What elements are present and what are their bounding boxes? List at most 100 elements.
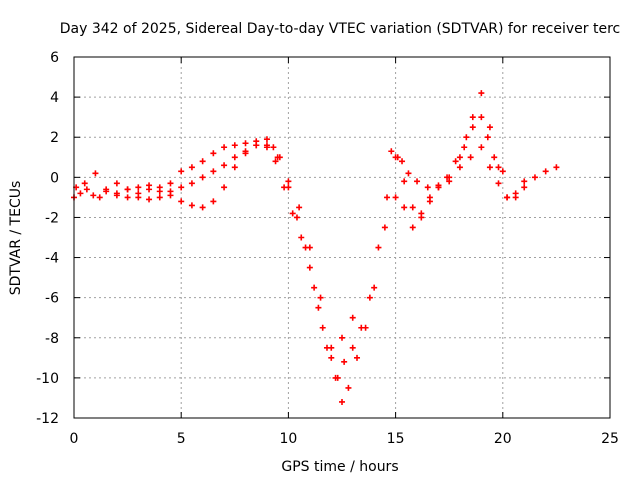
series-track-b xyxy=(73,90,528,405)
data-point xyxy=(156,194,163,201)
data-point xyxy=(92,170,99,177)
data-point xyxy=(424,184,431,191)
data-point xyxy=(521,178,528,185)
y-tick-label: -10 xyxy=(36,371,59,387)
data-point xyxy=(311,284,318,291)
data-point xyxy=(81,180,88,187)
data-point xyxy=(401,204,408,211)
data-point xyxy=(512,194,519,201)
data-point xyxy=(452,158,459,165)
data-point xyxy=(394,154,401,161)
data-point xyxy=(242,148,249,155)
data-point xyxy=(521,184,528,191)
data-point xyxy=(486,124,493,131)
data-point xyxy=(188,180,195,187)
data-point xyxy=(504,194,511,201)
data-point xyxy=(124,194,131,201)
data-point xyxy=(210,150,217,157)
data-point xyxy=(146,196,153,203)
data-point xyxy=(263,136,270,143)
x-axis-label: GPS time / hours xyxy=(281,459,398,475)
data-point xyxy=(270,144,277,151)
plot-frame xyxy=(73,56,611,419)
data-point xyxy=(199,158,206,165)
data-point xyxy=(289,210,296,217)
data-point xyxy=(83,186,90,193)
data-point xyxy=(469,114,476,121)
y-tick-label: -2 xyxy=(45,210,59,226)
data-point xyxy=(354,354,361,361)
data-point xyxy=(296,204,303,211)
data-point xyxy=(371,284,378,291)
y-tick-label: 2 xyxy=(50,130,59,146)
chart-title: Day 342 of 2025, Sidereal Day-to-day VTE… xyxy=(60,21,620,37)
data-point xyxy=(414,178,421,185)
data-point xyxy=(384,194,391,201)
data-point xyxy=(199,204,206,211)
data-point xyxy=(499,168,506,175)
data-point xyxy=(178,168,185,175)
data-point xyxy=(456,154,463,161)
data-point xyxy=(392,194,399,201)
data-point xyxy=(491,154,498,161)
data-point xyxy=(77,190,84,197)
data-point xyxy=(135,194,142,201)
data-point xyxy=(542,168,549,175)
data-point xyxy=(349,314,356,321)
data-point xyxy=(495,180,502,187)
data-point xyxy=(124,186,131,193)
x-tick-label: 15 xyxy=(387,431,405,447)
data-point xyxy=(231,154,238,161)
data-point xyxy=(221,144,228,151)
x-tick-labels: 0 5 10 15 20 25 xyxy=(70,431,619,447)
data-point xyxy=(178,198,185,205)
data-point xyxy=(188,202,195,209)
data-series xyxy=(71,90,560,405)
data-point xyxy=(328,344,335,351)
data-point xyxy=(388,148,395,155)
x-tick-label: 5 xyxy=(177,431,186,447)
data-point xyxy=(366,294,373,301)
data-point xyxy=(469,124,476,131)
y-tick-labels: -12 -10 -8 -6 -4 -2 0 2 4 6 xyxy=(36,50,59,427)
data-point xyxy=(405,170,412,177)
data-point xyxy=(317,294,324,301)
data-point xyxy=(293,214,300,221)
x-tick-label: 25 xyxy=(601,431,619,447)
data-point xyxy=(531,174,538,181)
x-tick-label: 20 xyxy=(494,431,512,447)
data-point xyxy=(381,224,388,231)
data-point xyxy=(272,158,279,165)
data-point xyxy=(332,374,339,381)
data-point xyxy=(135,184,142,191)
data-point xyxy=(444,174,451,181)
data-point xyxy=(242,140,249,147)
data-point xyxy=(231,164,238,171)
data-point xyxy=(478,90,485,97)
data-point xyxy=(409,204,416,211)
data-point xyxy=(409,224,416,231)
y-tick-label: -6 xyxy=(45,291,59,307)
data-point xyxy=(113,180,120,187)
x-tick-label: 0 xyxy=(70,431,79,447)
y-tick-label: -12 xyxy=(36,411,59,427)
data-point xyxy=(221,184,228,191)
data-point xyxy=(167,180,174,187)
data-point xyxy=(553,164,560,171)
data-point xyxy=(478,114,485,121)
data-point xyxy=(399,158,406,165)
data-point xyxy=(306,244,313,251)
data-point xyxy=(103,186,110,193)
data-point xyxy=(298,234,305,241)
data-point xyxy=(210,168,217,175)
data-point xyxy=(495,164,502,171)
data-point xyxy=(178,184,185,191)
data-point xyxy=(345,384,352,391)
data-point xyxy=(199,174,206,181)
data-point xyxy=(486,164,493,171)
data-point xyxy=(210,198,217,205)
data-point xyxy=(401,178,408,185)
data-point xyxy=(156,188,163,195)
